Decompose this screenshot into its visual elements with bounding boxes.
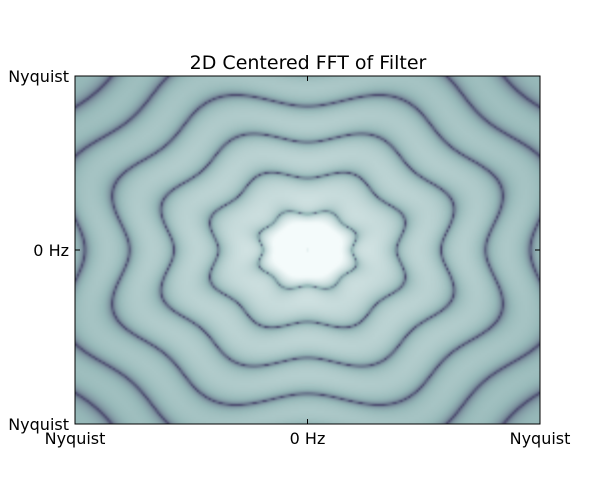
y-tick-label-1: 0 Hz <box>33 241 69 260</box>
y-tick-label-0: Nyquist <box>8 67 69 86</box>
heatmap-image <box>75 76 540 424</box>
chart-title: 2D Centered FFT of Filter <box>190 52 427 74</box>
x-tick-label-0: Nyquist <box>45 429 106 448</box>
y-tick-label-2: Nyquist <box>8 415 69 434</box>
plot-area <box>74 75 541 425</box>
x-tick-label-1: 0 Hz <box>290 429 326 448</box>
x-tick-label-2: Nyquist <box>510 429 571 448</box>
axis-ticks <box>74 75 541 425</box>
